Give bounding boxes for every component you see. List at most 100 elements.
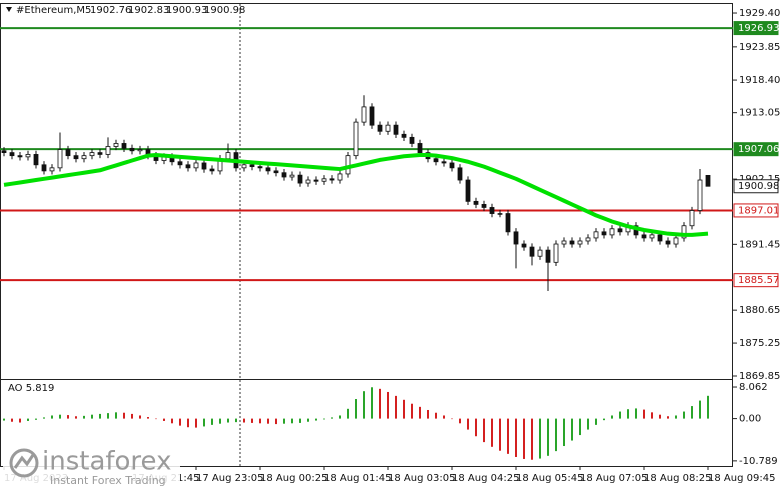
ao-bar: [11, 418, 13, 422]
y-tick-label: 1869.85: [739, 371, 780, 382]
candle-body: [665, 240, 671, 245]
ao-bar: [291, 418, 293, 424]
menu-triangle[interactable]: [6, 7, 12, 12]
ao-bar: [67, 415, 69, 419]
x-tick-label: 18 Aug 05:45: [516, 473, 583, 484]
last-price-box: [733, 179, 779, 194]
ao-bar: [235, 418, 237, 423]
ao-bar: [603, 418, 605, 421]
ao-bar: [419, 406, 421, 419]
candle-body: [281, 172, 287, 178]
level-label: 1907.06: [738, 144, 779, 155]
candle-body: [641, 234, 647, 239]
logo-icon: [9, 448, 39, 478]
ao-bar: [523, 418, 525, 459]
ao-bar: [3, 418, 5, 421]
ao-bar: [331, 417, 333, 419]
candle-body: [65, 149, 71, 157]
candle-body: [25, 154, 31, 158]
ao-bar: [179, 418, 181, 426]
ao-bar: [451, 418, 453, 420]
ao-bar: [155, 418, 157, 420]
logo-tagline: Instant Forex Trading: [50, 474, 166, 487]
ao-bar: [579, 418, 581, 436]
level-label: 1885.57: [738, 275, 779, 286]
candle-body: [673, 237, 679, 245]
ao-bar: [427, 409, 429, 419]
ao-bar: [699, 400, 701, 419]
candle-body: [457, 167, 463, 181]
candle-body: [617, 228, 623, 233]
ao-bar: [347, 408, 349, 419]
candle-body: [113, 143, 119, 147]
candle-body: [393, 124, 399, 135]
ao-bar: [555, 418, 557, 452]
y-tick-label: 1913.05: [739, 108, 780, 119]
ao-bar: [515, 418, 517, 457]
ao-bar: [131, 413, 133, 419]
level-label: 1926.93: [738, 23, 779, 34]
ao-bar: [243, 418, 245, 423]
candle-body: [545, 249, 551, 263]
ao-bar: [667, 416, 669, 419]
ao-bar: [195, 418, 197, 428]
candle-body: [441, 161, 447, 164]
candle-body: [345, 155, 351, 175]
ao-bar: [659, 414, 661, 419]
candle-body: [241, 164, 247, 169]
candle-body: [593, 231, 599, 239]
level-label: 1897.01: [738, 205, 779, 216]
ao-bar: [707, 395, 709, 419]
candle-body: [305, 179, 311, 184]
ao-bar: [83, 415, 85, 419]
candle-body: [81, 155, 87, 160]
candle-body: [681, 225, 687, 239]
y-tick-label: 1891.45: [739, 239, 780, 250]
candle-body: [489, 207, 495, 214]
ao-bar: [283, 418, 285, 424]
candle-body: [529, 246, 535, 257]
ao-bar: [611, 415, 613, 419]
ao-bar: [51, 415, 53, 419]
ao-bar: [643, 409, 645, 419]
candle-body: [193, 162, 199, 169]
candle-body: [105, 146, 111, 155]
x-tick-label: 18 Aug 04:25: [452, 473, 519, 484]
ao-bar: [339, 415, 341, 419]
ao-bar: [491, 418, 493, 447]
x-tick-label: 18 Aug 01:45: [324, 473, 391, 484]
ao-bar: [627, 409, 629, 419]
ao-bar: [163, 418, 165, 421]
ao-bar: [171, 418, 173, 424]
ao-bar: [43, 417, 45, 419]
ao-bar: [435, 412, 437, 419]
candle-body: [297, 174, 303, 184]
candle-body: [185, 164, 191, 169]
ao-bar: [395, 395, 397, 419]
ao-bar: [275, 418, 277, 425]
candle-body: [505, 213, 511, 233]
header-close: 1900.98: [204, 5, 245, 16]
ao-bar: [363, 391, 365, 419]
ao-bar: [411, 403, 413, 419]
candle-body: [225, 152, 231, 160]
ao-bar: [587, 418, 589, 430]
candle-body: [561, 240, 567, 245]
ao-bar: [619, 411, 621, 419]
level-label-box: [733, 142, 779, 157]
ao-bar: [315, 418, 317, 421]
ao-bar: [683, 411, 685, 419]
ao-bar: [323, 418, 325, 420]
ao-bar: [227, 418, 229, 423]
ao-bar: [379, 388, 381, 419]
candle-body: [89, 152, 95, 157]
ao-bar: [635, 408, 637, 419]
candle-body: [17, 155, 23, 158]
ao-bar: [299, 418, 301, 423]
ao-bar: [459, 418, 461, 424]
header-low: 1900.93: [166, 5, 207, 16]
ao-bar: [35, 418, 37, 420]
ao-bar: [595, 418, 597, 425]
candle-body: [57, 149, 63, 169]
y-tick-label: 0.00: [739, 414, 761, 425]
